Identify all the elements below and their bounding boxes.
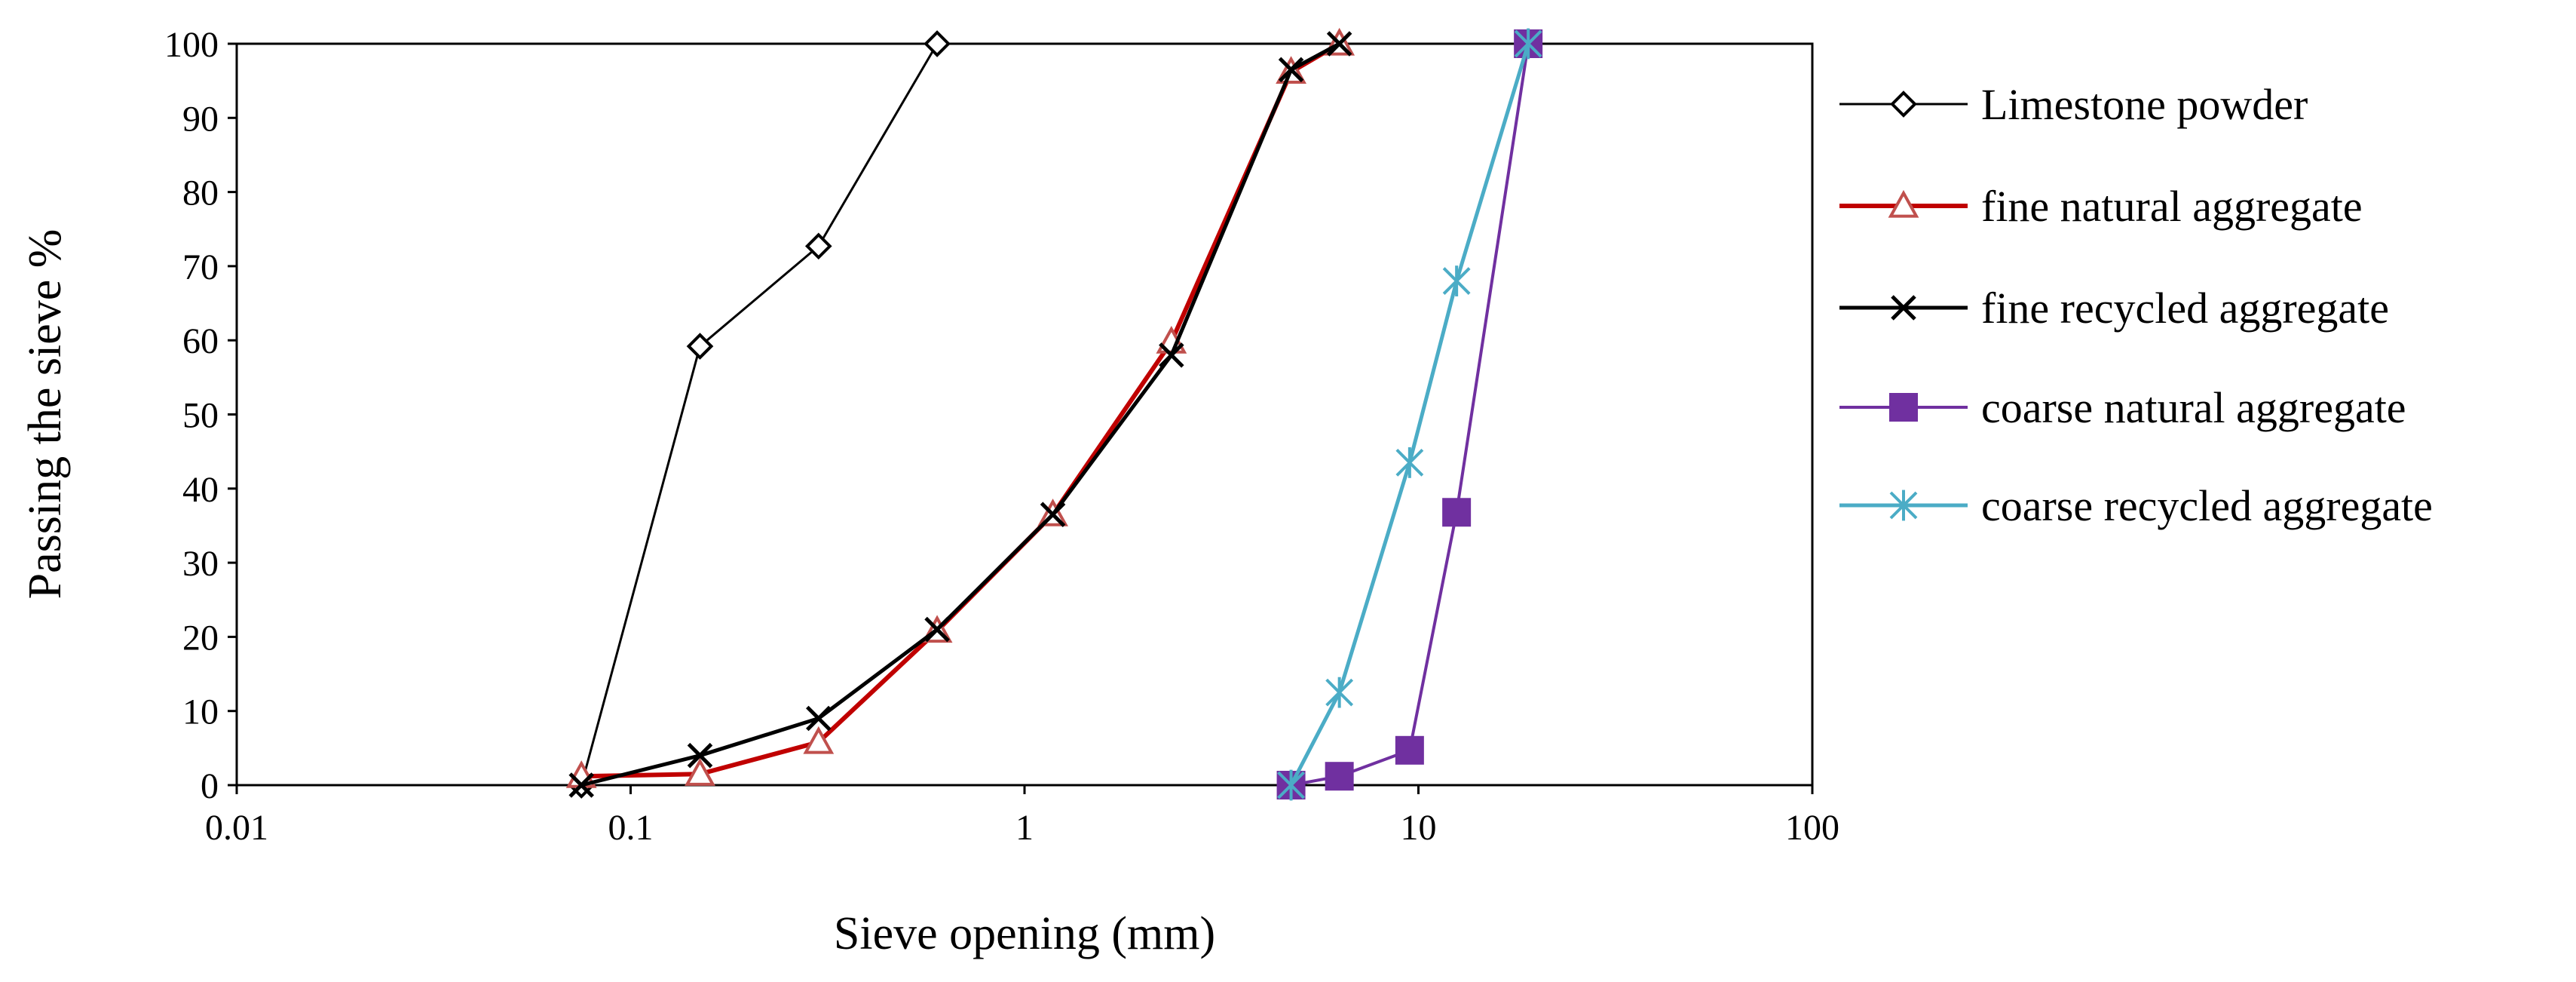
y-tick-label: 100 (164, 25, 219, 65)
legend-item: fine recycled aggregate (1839, 284, 2389, 333)
legend-label: fine natural aggregate (1981, 182, 2363, 231)
plot-area (235, 42, 1814, 787)
data-point (1326, 31, 1352, 57)
legend-item: fine natural aggregate (1839, 182, 2363, 231)
y-tick-label: 40 (182, 470, 219, 510)
legend-marker (1888, 189, 1919, 218)
axis-ticks: 0 10 20 30 40 50 60 70 80 90 100 0.01 0.1 1 10 100 (164, 25, 1839, 848)
data-point (924, 616, 950, 643)
legend-item: coarse recycled aggregate (1839, 481, 2433, 530)
series-layer (565, 27, 1543, 801)
legend-marker (1890, 91, 1917, 118)
x-tick-label: 10 (1401, 808, 1437, 848)
data-point (1514, 28, 1542, 60)
series-line (580, 41, 1340, 787)
y-tick-label: 10 (182, 692, 219, 732)
data-point (1442, 265, 1471, 296)
data-point (1325, 762, 1354, 791)
legend-marker (1891, 295, 1916, 321)
x-tick-label: 1 (1015, 808, 1034, 848)
x-tick-label: 0.01 (205, 808, 268, 848)
data-point (1325, 677, 1354, 708)
legend-item: Limestone powder (1839, 80, 2308, 129)
data-point (1040, 502, 1066, 527)
y-tick-label: 80 (182, 173, 219, 213)
x-tick-label: 0.1 (608, 808, 654, 848)
x-axis-title: Sieve opening (mm) (834, 908, 1215, 959)
y-tick-label: 30 (182, 544, 219, 584)
y-axis-title: Passing the sieve % (20, 229, 71, 600)
data-point (568, 772, 594, 798)
legend-label: Limestone powder (1981, 80, 2308, 129)
data-point (1159, 342, 1184, 368)
series-line (580, 43, 939, 786)
legend-label: coarse natural aggregate (1981, 383, 2406, 432)
data-point (1395, 447, 1424, 478)
data-point (924, 30, 951, 57)
y-tick-label: 70 (182, 247, 219, 287)
data-point (1278, 57, 1304, 83)
x-tick-label: 100 (1785, 808, 1839, 848)
legend-label: fine recycled aggregate (1981, 284, 2389, 333)
data-point (686, 333, 714, 360)
legend-marker (1889, 489, 1918, 521)
series-5 (1277, 28, 1542, 801)
series-3 (568, 31, 1352, 798)
legend-label: coarse recycled aggregate (1981, 481, 2433, 530)
data-point (1277, 769, 1305, 801)
data-point (1442, 498, 1472, 527)
y-tick-label: 90 (182, 99, 219, 139)
legend-item: coarse natural aggregate (1839, 383, 2406, 432)
data-point (803, 726, 835, 754)
data-point (1395, 735, 1424, 765)
data-point (804, 232, 832, 260)
legend-marker (1889, 393, 1918, 422)
y-tick-label: 0 (201, 766, 219, 806)
y-tick-label: 50 (182, 396, 219, 436)
series-1 (568, 30, 951, 799)
data-point (687, 742, 713, 769)
data-point (685, 758, 715, 786)
data-point (806, 705, 832, 732)
legend: Limestone powder fine natural aggregate fi… (1839, 80, 2433, 530)
y-tick-label: 60 (182, 321, 219, 361)
y-tick-label: 20 (182, 618, 219, 658)
